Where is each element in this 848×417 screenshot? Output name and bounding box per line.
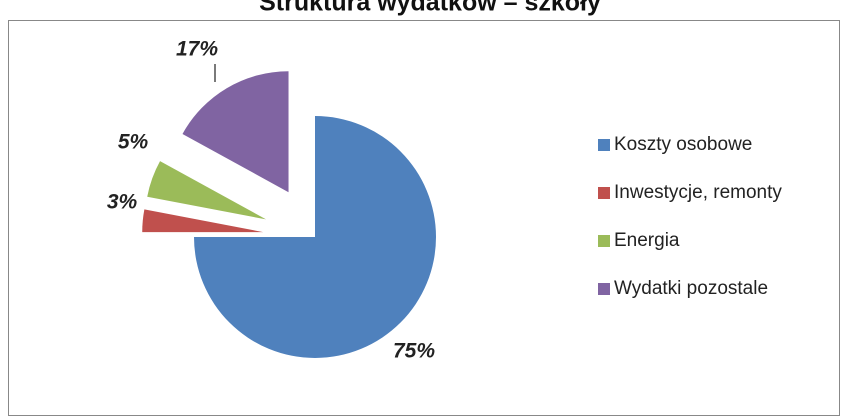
pie-slice [194, 116, 436, 358]
legend-label: Wydatki pozostale [614, 278, 768, 299]
chart-title: Struktura wydatków – szkoły [259, 0, 601, 17]
data-label: 3% [107, 191, 138, 214]
data-label: 5% [118, 131, 149, 154]
legend-label: Koszty osobowe [614, 134, 752, 155]
legend-swatch [598, 139, 610, 151]
pie-slice [182, 71, 289, 193]
legend-swatch [598, 235, 610, 247]
pie-slice [142, 209, 264, 233]
legend-label: Inwestycje, remonty [614, 182, 782, 203]
pie-slice [147, 161, 267, 220]
legend-swatch [598, 283, 610, 295]
data-label: 75% [393, 340, 435, 363]
data-label: 17% [176, 38, 218, 61]
legend-label: Energia [614, 230, 680, 251]
legend-swatch [598, 187, 610, 199]
